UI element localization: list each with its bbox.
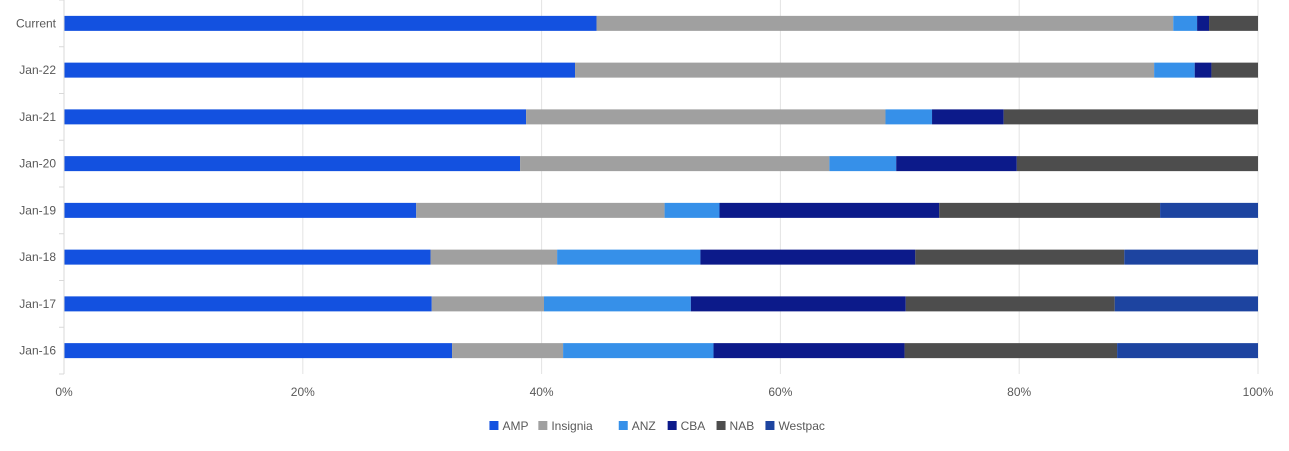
category-label: Jan-18 xyxy=(19,250,56,264)
bar-segment-cba xyxy=(690,296,906,312)
legend-item-amp: AMP xyxy=(489,419,528,433)
bar-segment-westpac xyxy=(1117,343,1258,359)
bar-segment-insignia xyxy=(596,15,1174,31)
bar-segment-nab xyxy=(1209,15,1258,31)
legend-swatch xyxy=(538,421,548,430)
bar-segment-cba xyxy=(896,156,1017,172)
axes: 0% 20% 40% 60% 80% 100% Current Jan-22 Jan-21 Jan… xyxy=(16,0,1274,399)
bar-segment-insignia xyxy=(431,296,544,312)
bar-segment-nab xyxy=(1003,109,1258,125)
legend-swatch xyxy=(667,421,677,430)
bar-segment-cba xyxy=(932,109,1004,125)
bar-segment-nab xyxy=(904,343,1118,359)
bar-segment-anz xyxy=(557,249,701,265)
bar-segment-westpac xyxy=(1114,296,1258,312)
bar-segment-amp xyxy=(64,296,432,312)
bar-segment-nab xyxy=(915,249,1125,265)
legend-label: ANZ xyxy=(632,419,656,433)
bar-segment-insignia xyxy=(452,343,564,359)
bar-segment-insignia xyxy=(430,249,558,265)
bar-segment-insignia xyxy=(416,202,665,218)
category-label: Jan-19 xyxy=(19,203,56,217)
bar-segment-anz xyxy=(885,109,933,125)
legend-item-anz: ANZ xyxy=(618,419,656,433)
legend-swatch xyxy=(716,421,726,430)
bar-segment-amp xyxy=(64,62,576,78)
category-label: Jan-17 xyxy=(19,297,56,311)
category-label: Jan-22 xyxy=(19,63,56,77)
legend-item-nab: NAB xyxy=(716,419,755,433)
bar-segment-amp xyxy=(64,156,521,172)
bar-segment-anz xyxy=(543,296,691,312)
bar-segment-amp xyxy=(64,202,417,218)
bar-segment-nab xyxy=(1211,62,1258,78)
bar-segment-anz xyxy=(1154,62,1195,78)
legend-label: NAB xyxy=(730,419,755,433)
x-tick-label: 60% xyxy=(768,385,792,399)
legend-label: Insignia xyxy=(551,419,593,433)
bar-segment-anz xyxy=(664,202,720,218)
bar-segment-insignia xyxy=(520,156,830,172)
category-label: Jan-20 xyxy=(19,157,56,171)
x-tick-label: 100% xyxy=(1243,385,1274,399)
bar-segment-anz xyxy=(1173,15,1198,31)
bar-segment-nab xyxy=(1016,156,1258,172)
bar-segment-anz xyxy=(563,343,714,359)
bar-segment-cba xyxy=(713,343,905,359)
x-tick-label: 40% xyxy=(530,385,554,399)
legend-item-cba: CBA xyxy=(667,419,706,433)
legend-item-westpac: Westpac xyxy=(765,419,825,433)
legend-label: CBA xyxy=(681,419,706,433)
bar-segment-insignia xyxy=(526,109,886,125)
category-label: Jan-16 xyxy=(19,344,56,358)
legend-swatch xyxy=(489,421,499,430)
x-tick-label: 0% xyxy=(55,385,73,399)
category-label: Jan-21 xyxy=(19,110,56,124)
bar-segment-westpac xyxy=(1160,202,1258,218)
bar-segment-nab xyxy=(905,296,1115,312)
bar-segment-anz xyxy=(829,156,897,172)
bar-segment-westpac xyxy=(1124,249,1258,265)
legend: AMP Insignia ANZ CBA NAB Westpac xyxy=(489,419,825,433)
bar-segment-cba xyxy=(1194,62,1212,78)
bars xyxy=(64,15,1258,359)
bar-segment-amp xyxy=(64,15,597,31)
grid-lines xyxy=(302,0,1259,374)
x-tick-label: 80% xyxy=(1007,385,1031,399)
bar-segment-nab xyxy=(939,202,1161,218)
legend-swatch xyxy=(765,421,775,430)
bar-segment-amp xyxy=(64,249,431,265)
bar-segment-cba xyxy=(1197,15,1210,31)
bar-segment-cba xyxy=(700,249,916,265)
bar-segment-amp xyxy=(64,343,453,359)
bar-segment-insignia xyxy=(575,62,1155,78)
bar-segment-amp xyxy=(64,109,527,125)
x-tick-label: 20% xyxy=(291,385,315,399)
category-label: Current xyxy=(16,16,57,30)
bar-segment-cba xyxy=(719,202,940,218)
legend-label: AMP xyxy=(502,419,528,433)
legend-swatch xyxy=(618,421,628,430)
legend-label: Westpac xyxy=(778,419,824,433)
legend-item-insignia: Insignia xyxy=(538,419,593,433)
